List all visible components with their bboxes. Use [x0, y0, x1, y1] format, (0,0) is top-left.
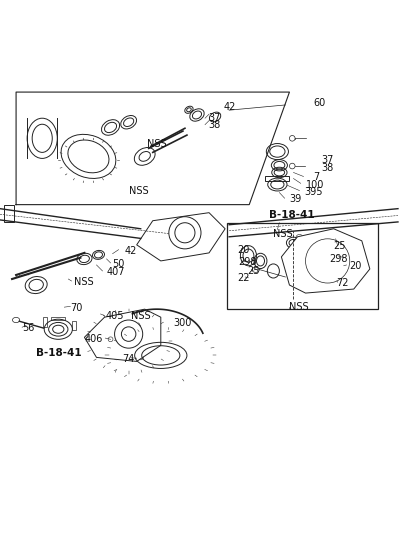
Bar: [51, 317, 65, 320]
Text: 42: 42: [223, 102, 235, 112]
Text: 37: 37: [321, 156, 333, 166]
Polygon shape: [281, 229, 369, 293]
Text: 25: 25: [247, 266, 259, 276]
Text: 42: 42: [124, 246, 137, 256]
Text: NSS: NSS: [128, 186, 148, 196]
Text: 298: 298: [238, 257, 256, 267]
Bar: [265, 176, 289, 181]
Text: 407: 407: [106, 267, 125, 277]
Bar: [4, 206, 14, 222]
Text: NSS: NSS: [74, 277, 94, 287]
Bar: [43, 317, 47, 327]
Text: 100: 100: [305, 179, 323, 189]
Text: 22: 22: [237, 273, 249, 283]
Text: 298: 298: [329, 254, 347, 264]
Text: 20: 20: [237, 245, 249, 255]
Text: 74: 74: [122, 353, 135, 363]
Text: B-18-41: B-18-41: [36, 348, 81, 358]
Text: 50: 50: [112, 259, 125, 269]
Text: 300: 300: [172, 318, 191, 328]
Polygon shape: [136, 213, 225, 261]
Bar: [71, 321, 75, 330]
Text: 25: 25: [333, 242, 345, 252]
Text: NSS: NSS: [273, 229, 292, 239]
Text: 395: 395: [303, 187, 322, 197]
Polygon shape: [84, 309, 160, 361]
Text: 38: 38: [208, 120, 220, 130]
Text: NSS: NSS: [146, 140, 166, 150]
Text: 20: 20: [348, 261, 360, 271]
Text: 7: 7: [313, 172, 319, 182]
Text: 72: 72: [335, 278, 348, 288]
Text: 38: 38: [321, 163, 333, 173]
Bar: [227, 223, 377, 309]
Text: NSS: NSS: [289, 302, 308, 312]
Text: 39: 39: [289, 194, 301, 204]
Text: 60: 60: [313, 98, 325, 108]
Text: B-18-41: B-18-41: [269, 211, 314, 220]
Text: 56: 56: [22, 323, 34, 333]
Text: 37: 37: [208, 113, 220, 123]
Text: NSS: NSS: [130, 311, 150, 321]
Text: 406: 406: [84, 334, 103, 344]
Text: 405: 405: [105, 311, 124, 321]
Text: 70: 70: [70, 303, 83, 313]
